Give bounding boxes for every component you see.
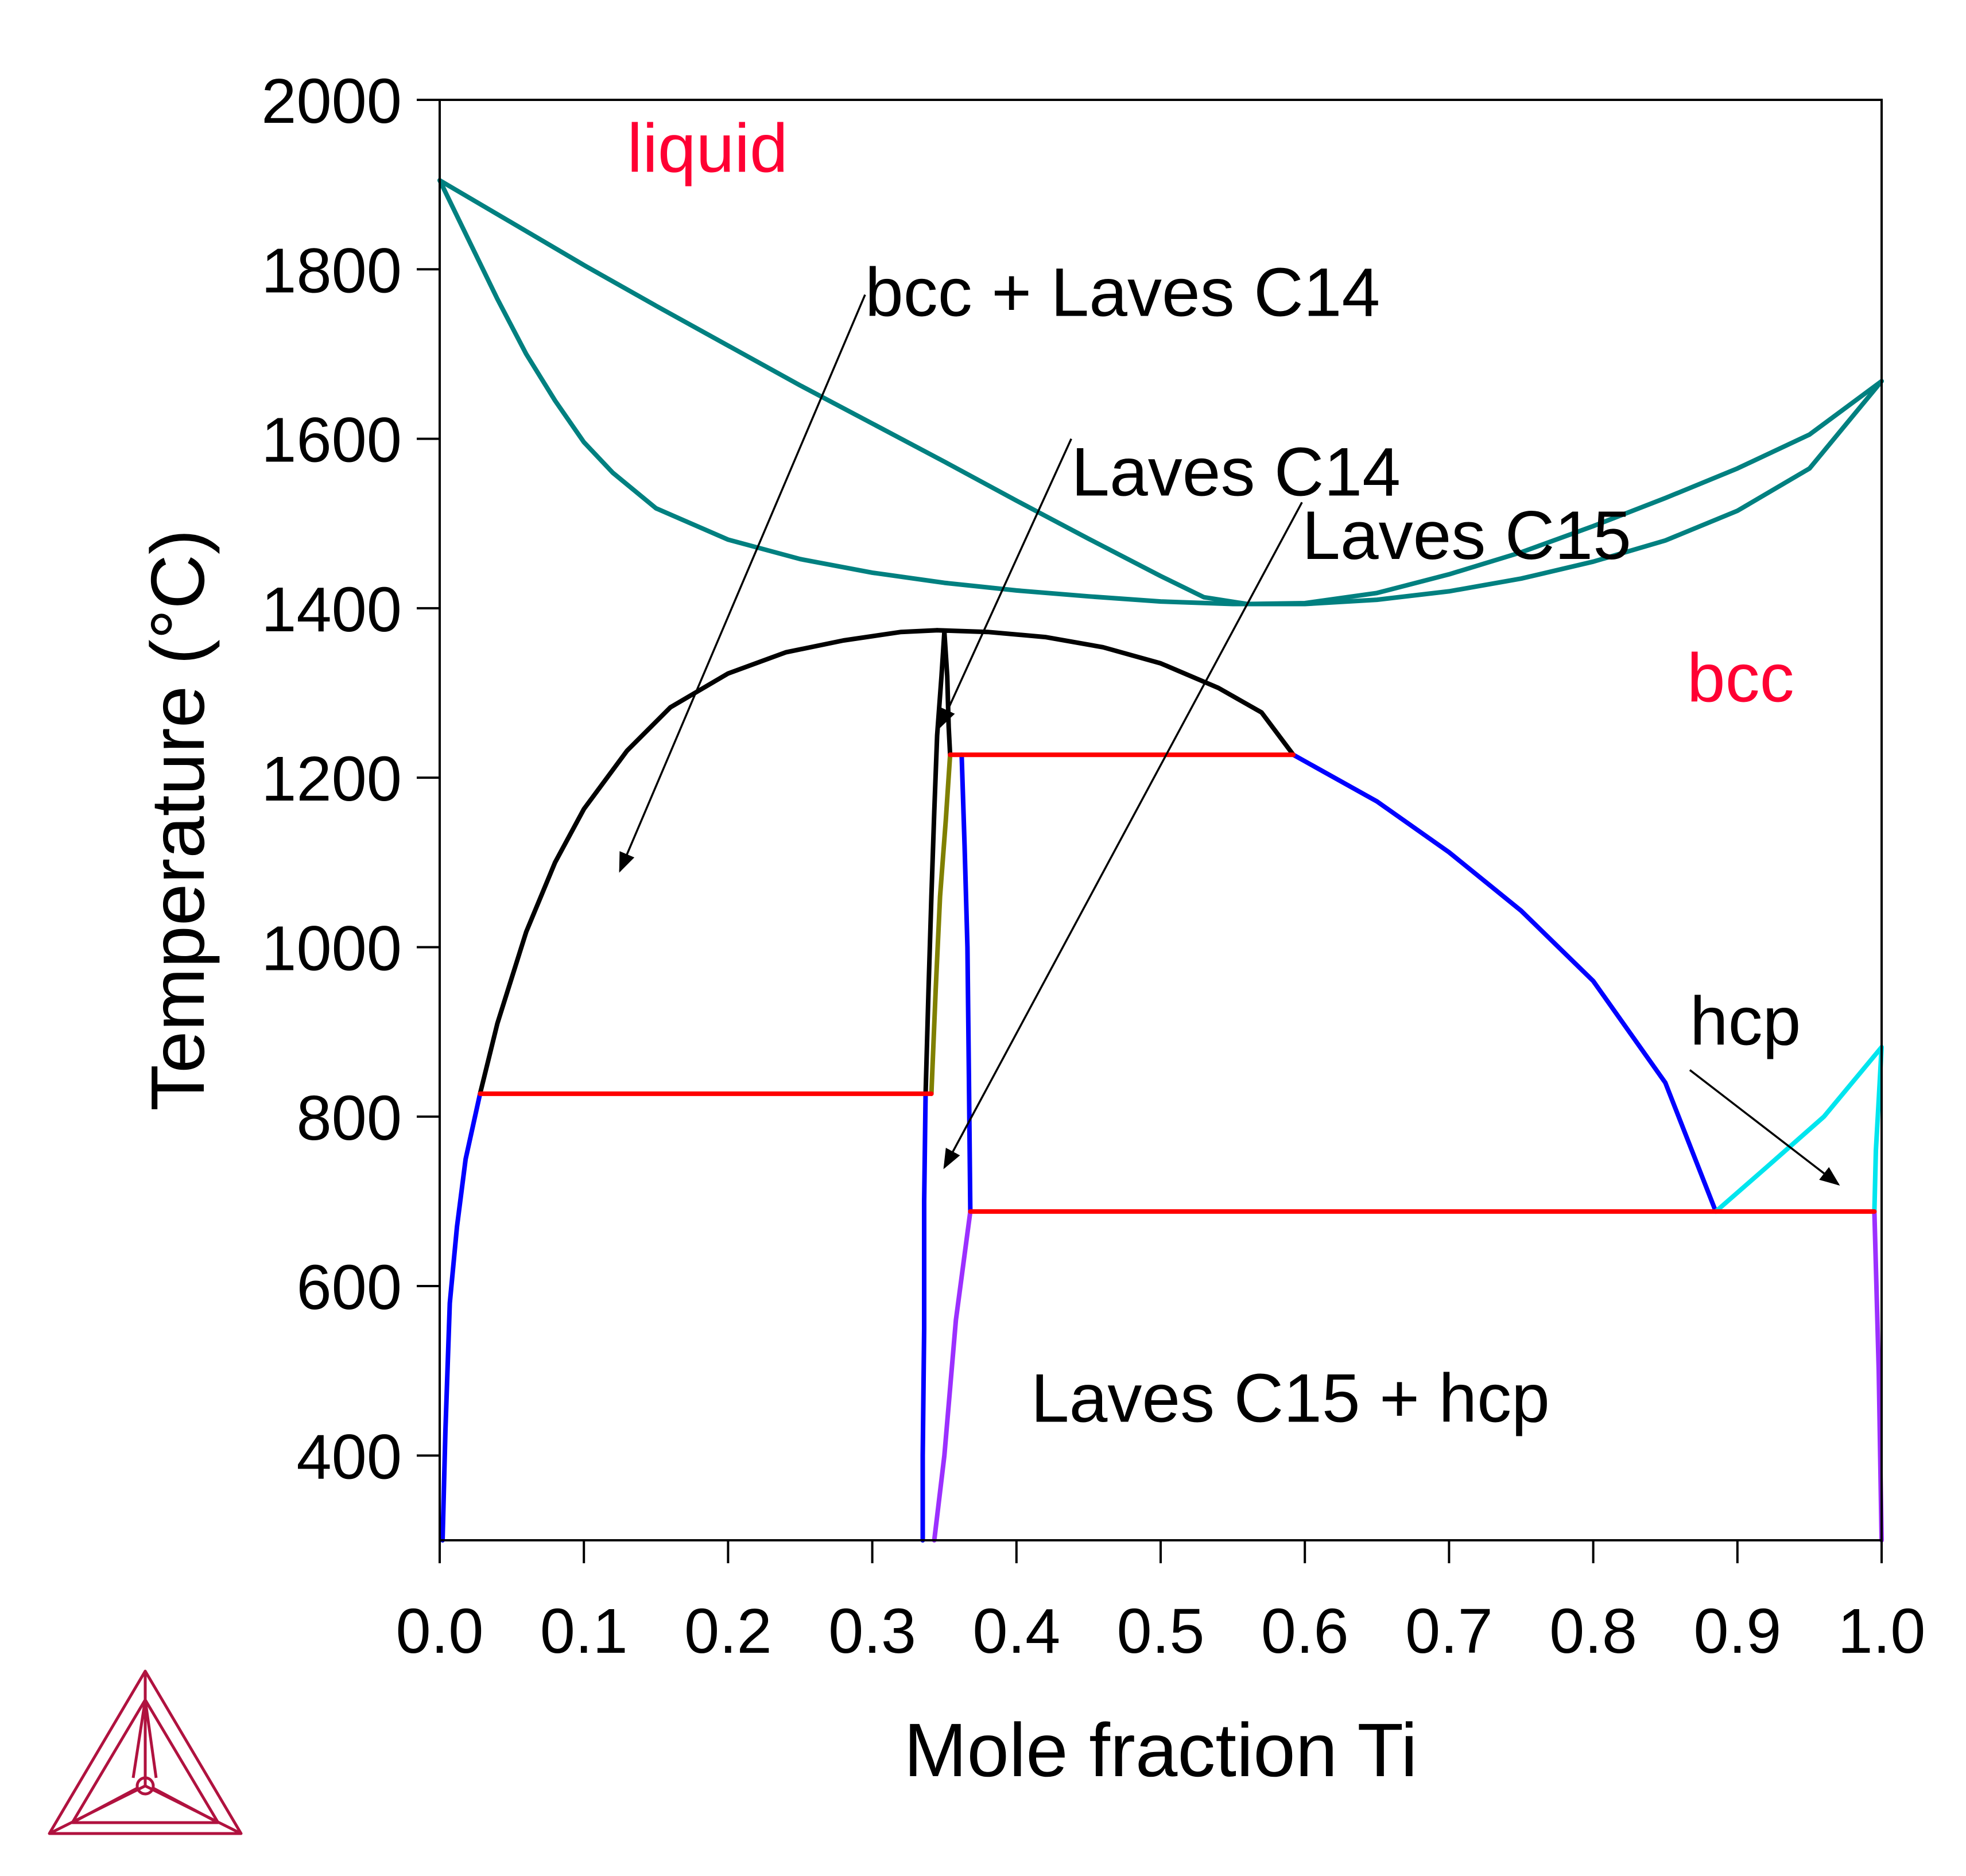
arrow-laves-c15 [943,502,1303,1170]
annotation-laves-c14: Laves C14 [1071,434,1401,511]
y-tick-label: 1000 [261,913,402,984]
x-tick-label: 0.4 [972,1596,1060,1667]
x-axis: 0.0 0.1 0.2 0.3 0.4 0.5 0.6 0.7 0.8 0.9 1.0 [396,1540,1926,1667]
series-line-5 [942,630,953,758]
thermo-calc-logo-icon [48,1669,243,1835]
x-axis-label: Mole fraction Ti [904,1708,1418,1792]
y-tick-label: 2000 [261,66,402,137]
annotation-bcc-laves-c14: bcc + Laves C14 [865,254,1380,331]
annotation-bcc: bcc [1687,639,1794,716]
x-tick-label: 0.2 [684,1596,772,1667]
annotation-laves-c15: Laves C15 [1302,497,1631,574]
y-tick-label: 600 [296,1252,402,1323]
series-line-12 [1713,1044,1884,1214]
x-tick-label: 0.9 [1693,1596,1781,1667]
y-tick-label: 1800 [261,235,402,306]
series-line-11 [932,1209,973,1543]
series-line-13 [1872,1044,1884,1214]
x-tick-label: 0.0 [396,1596,484,1667]
arrow-bcc-laves-c14 [619,294,866,873]
y-tick-label: 1600 [261,405,402,476]
y-axis: 400 600 800 1000 1200 1400 1600 1800 2000 [261,66,440,1492]
series-line-9 [440,1091,483,1543]
annotation-liquid: liquid [627,110,788,187]
series-line-2 [478,628,940,1096]
annotation-laves-c15-hcp: Laves C15 + hcp [1031,1360,1550,1436]
x-tick-label: 0.5 [1117,1596,1205,1667]
y-tick-label: 400 [296,1421,402,1492]
y-axis-label: Temperature (°C) [135,529,220,1111]
series-line-1 [437,178,1884,607]
x-tick-label: 0.1 [540,1596,628,1667]
phase-boundaries [437,178,1884,1543]
series-line-6 [929,752,953,1096]
series-line-3 [934,628,1296,758]
series-line-7 [920,1091,928,1543]
series-line-0 [437,178,1884,607]
x-tick-label: 0.7 [1405,1596,1493,1667]
series-line-10 [1291,752,1719,1214]
arrow-laves-c14 [939,438,1072,729]
annotation-hcp: hcp [1690,982,1801,1059]
x-tick-label: 0.8 [1549,1596,1637,1667]
y-tick-label: 800 [296,1083,402,1153]
y-tick-label: 1200 [261,744,402,814]
series-line-4 [923,630,947,1096]
arrow-hcp [1689,1069,1840,1186]
x-tick-label: 1.0 [1838,1596,1926,1667]
x-tick-label: 0.6 [1261,1596,1349,1667]
x-tick-label: 0.3 [828,1596,916,1667]
y-tick-label: 1400 [261,574,402,645]
